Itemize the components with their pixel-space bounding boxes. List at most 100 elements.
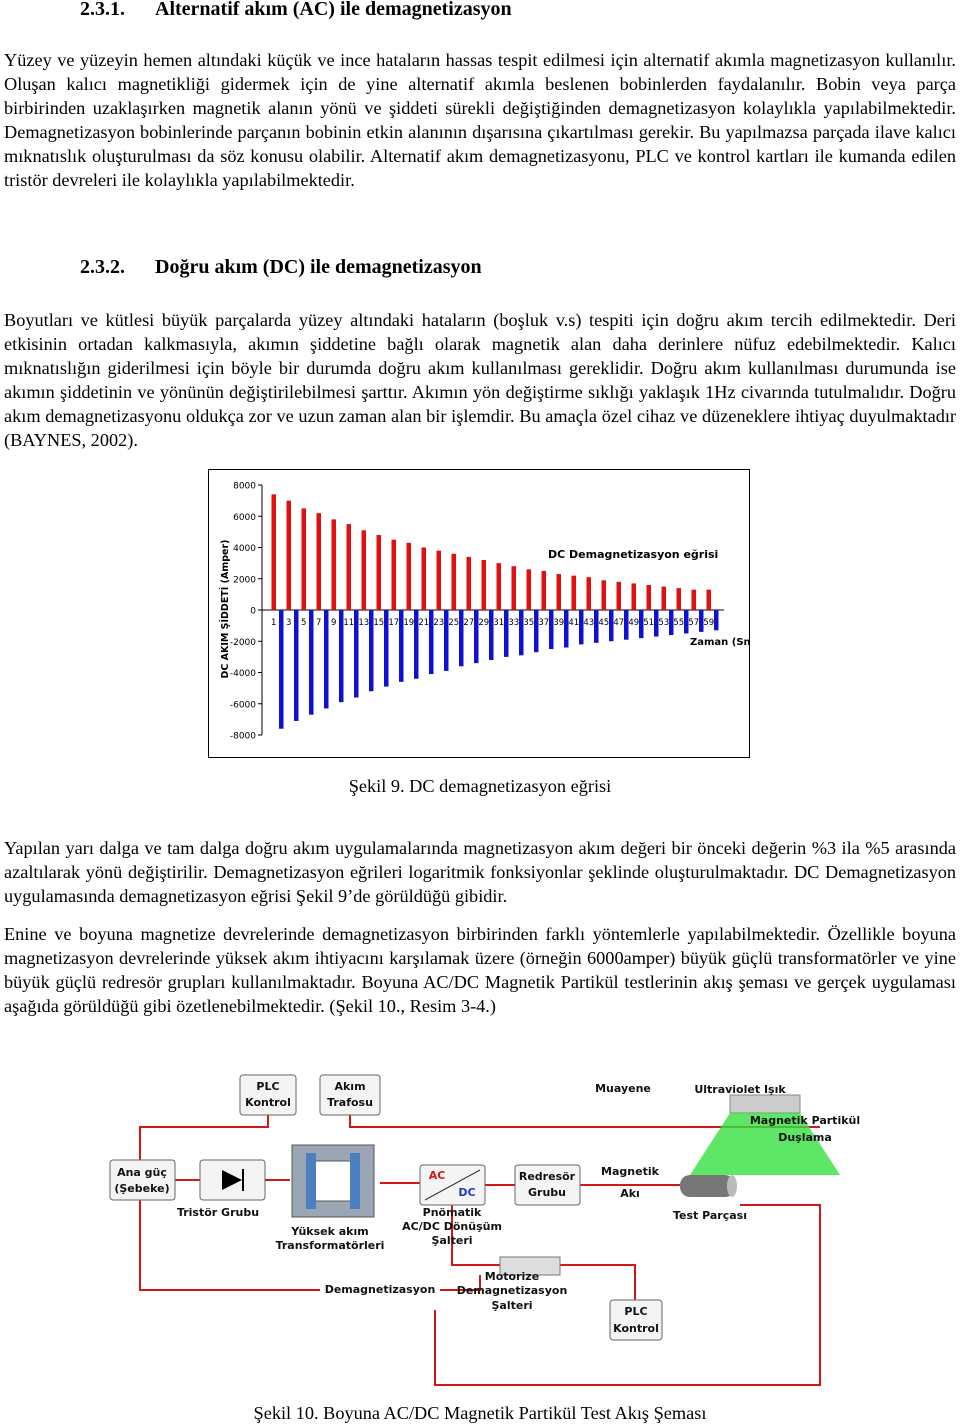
bar	[676, 588, 681, 610]
node-label: Magnetik	[601, 1165, 660, 1178]
heading-title: Alternatif akım (AC) ile demagnetizasyon	[155, 0, 512, 20]
uv-lamp	[690, 1094, 840, 1175]
bar	[444, 610, 449, 671]
transformer	[291, 1144, 375, 1218]
bar	[436, 550, 441, 610]
x-tick-label: 31	[493, 618, 504, 628]
node-label: Ultraviolet Işık	[694, 1083, 786, 1096]
bar	[706, 589, 711, 610]
x-tick-label: 35	[523, 618, 534, 628]
x-tick-label: 1	[271, 618, 276, 628]
paragraph: Yüzey ve yüzeyin hemen altındaki küçük v…	[4, 50, 956, 190]
test-part	[680, 1175, 737, 1197]
node-label: AC	[429, 1169, 446, 1182]
x-tick-label: 3	[286, 618, 291, 628]
bar	[361, 530, 366, 610]
bar	[489, 610, 494, 660]
y-tick-label: -2000	[230, 638, 256, 648]
x-tick-label: 11	[343, 618, 354, 628]
bar	[354, 610, 359, 698]
bar	[399, 610, 404, 682]
bar	[429, 610, 434, 675]
bar	[414, 610, 419, 679]
bar	[301, 508, 306, 610]
x-tick-label: 55	[673, 618, 684, 628]
bar	[316, 513, 321, 610]
y-tick-label: -8000	[230, 732, 256, 742]
node-label: Transformatörleri	[276, 1239, 385, 1252]
bar	[594, 610, 599, 643]
node-label: Trafosu	[327, 1096, 373, 1109]
x-tick-label: 25	[448, 618, 459, 628]
diagram: PLC Kontrol Akım Trafosu Ana güç (Şebeke…	[109, 1074, 860, 1386]
bar	[369, 610, 374, 692]
y-tick-label: 2000	[233, 575, 256, 585]
bar	[466, 556, 471, 610]
bar	[571, 575, 576, 610]
node-label: DC	[458, 1186, 475, 1199]
x-tick-label: 41	[568, 618, 579, 628]
x-axis-label: Zaman (Sn)	[690, 637, 751, 648]
heading: 2.3.2. Doğru akım (DC) ile demagnetizasyo…	[80, 256, 482, 279]
node-label: Redresör	[519, 1170, 576, 1183]
bar	[534, 610, 539, 653]
bar	[616, 581, 621, 610]
bar	[346, 524, 351, 610]
node-label: Grubu	[528, 1186, 566, 1199]
bar	[421, 547, 426, 610]
x-tick-label: 5	[301, 618, 306, 628]
x-tick-label: 51	[643, 618, 654, 628]
bar	[669, 610, 674, 635]
connectors	[139, 1115, 821, 1386]
heading-title: Doğru akım (DC) ile demagnetizasyon	[155, 256, 482, 278]
figure-caption: Şekil 9. DC demagnetizasyon eğrisi	[348, 776, 612, 796]
x-tick-label: 23	[433, 618, 444, 628]
bar	[279, 610, 284, 729]
node-label: Şalteri	[491, 1299, 532, 1312]
paragraph: Boyutları ve kütlesi büyük parçalarda yü…	[4, 310, 956, 450]
x-tick-label: 57	[688, 618, 699, 628]
boxes	[109, 1074, 663, 1341]
bar	[586, 577, 591, 610]
heading-number: 2.3.1.	[80, 0, 125, 20]
node-label: PLC	[256, 1080, 279, 1093]
x-tick-label: 19	[403, 618, 414, 628]
y-tick-label: 4000	[233, 544, 256, 554]
paragraph: Enine ve boyuna magnetize devrelerinde d…	[4, 924, 956, 1016]
node-label: Şalteri	[431, 1234, 472, 1247]
bar	[294, 610, 299, 721]
bar	[564, 610, 569, 648]
figure-caption: Şekil 10. Boyuna AC/DC Magnetik Partikül…	[253, 1403, 707, 1423]
y-tick-label: 6000	[233, 513, 256, 523]
node-label: Muayene	[595, 1082, 651, 1095]
divider	[424, 1169, 481, 1201]
x-tick-label: 9	[331, 618, 336, 628]
bar	[639, 610, 644, 639]
y-axis-label: DC AKIM ŞİDDETİ (Amper)	[220, 540, 231, 679]
bar	[631, 583, 636, 610]
x-tick-label: 7	[316, 618, 321, 628]
chart-annotation: DC Demagnetizasyon eğrisi	[548, 548, 718, 561]
bar	[601, 580, 606, 610]
bar	[271, 494, 276, 610]
node-label: Test Parçası	[673, 1209, 747, 1222]
bar	[646, 585, 651, 610]
x-tick-label: 45	[598, 618, 609, 628]
x-tick-label: 49	[628, 618, 639, 628]
paragraph: Yapılan yarı dalga ve tam dalga doğru ak…	[4, 838, 956, 906]
bar	[579, 610, 584, 645]
bar	[714, 610, 719, 631]
bar	[331, 519, 336, 610]
node-label: Kontrol	[245, 1096, 291, 1109]
x-tick-label: 59	[703, 618, 714, 628]
node-label: Motorize	[485, 1270, 539, 1283]
x-tick-label: 47	[613, 618, 624, 628]
bar	[324, 610, 329, 709]
bar	[286, 500, 291, 610]
diode	[222, 1169, 244, 1191]
chart: DC Demagnetizasyon eğrisi Zaman (Sn) DC …	[208, 469, 751, 758]
node-label: Magnetik Partikül	[750, 1114, 860, 1127]
node-label: Demagnetizasyon	[325, 1283, 436, 1296]
node-label: PLC	[624, 1305, 647, 1318]
